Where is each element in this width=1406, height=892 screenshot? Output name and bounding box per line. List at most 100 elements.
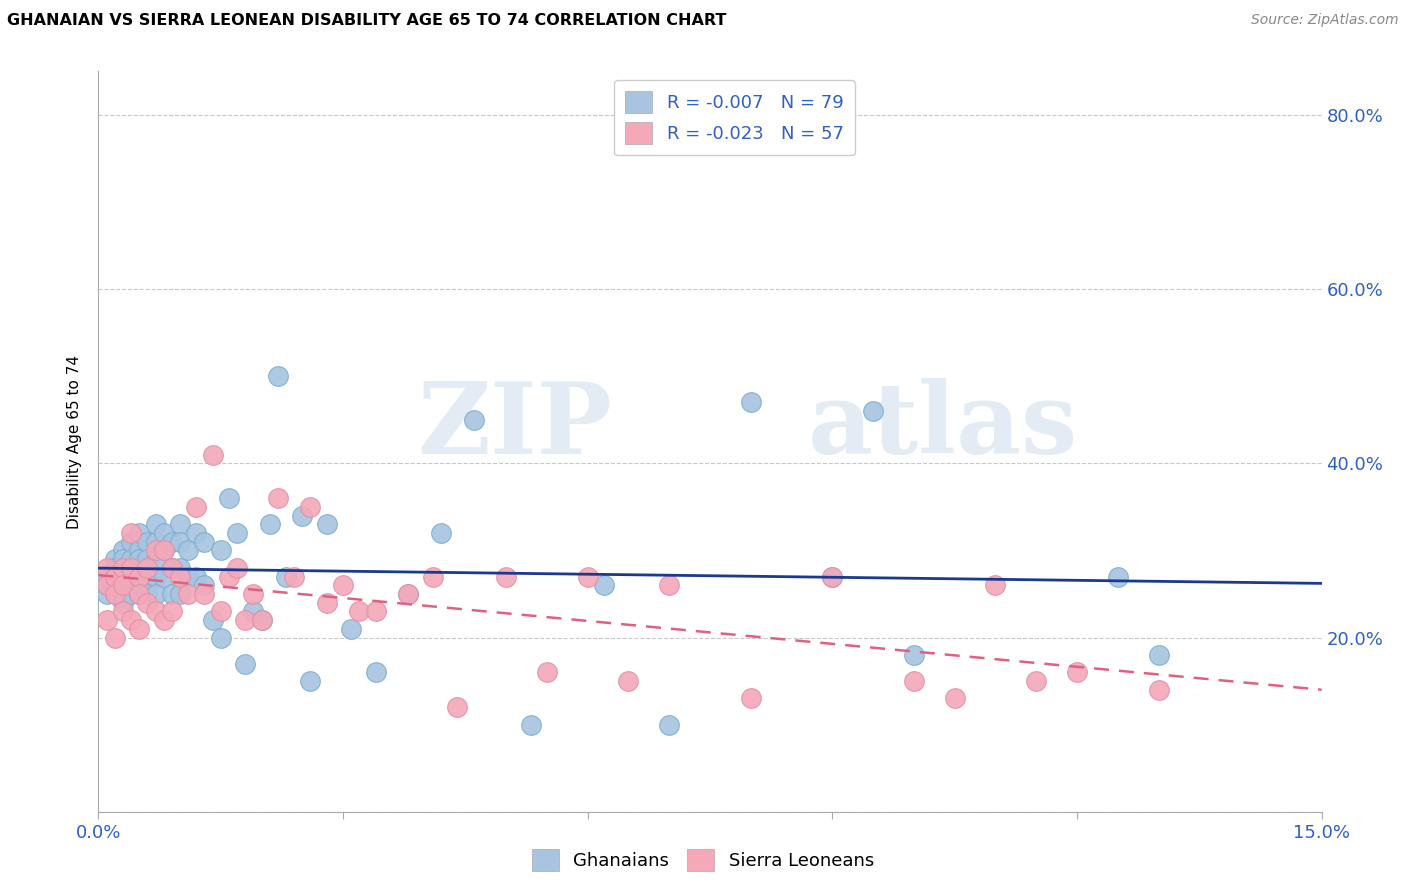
- Point: [903, 674, 925, 689]
- Point: [96, 587, 118, 601]
- Point: [120, 534, 142, 549]
- Point: [96, 578, 118, 592]
- Point: [349, 604, 371, 618]
- Point: [104, 587, 127, 601]
- Point: [160, 534, 183, 549]
- Point: [128, 569, 150, 583]
- Point: [463, 413, 485, 427]
- Point: [495, 569, 517, 583]
- Point: [267, 491, 290, 505]
- Point: [152, 543, 174, 558]
- Point: [177, 587, 200, 601]
- Point: [593, 578, 616, 592]
- Point: [1147, 682, 1170, 697]
- Point: [430, 526, 453, 541]
- Point: [111, 578, 134, 592]
- Point: [160, 561, 183, 575]
- Point: [332, 578, 354, 592]
- Point: [209, 543, 232, 558]
- Point: [152, 526, 174, 541]
- Point: [152, 569, 174, 583]
- Point: [96, 613, 118, 627]
- Point: [128, 569, 150, 583]
- Point: [128, 543, 150, 558]
- Point: [186, 526, 208, 541]
- Text: ZIP: ZIP: [418, 378, 612, 475]
- Point: [169, 534, 191, 549]
- Point: [136, 587, 159, 601]
- Point: [136, 534, 159, 549]
- Point: [274, 569, 297, 583]
- Point: [218, 569, 240, 583]
- Point: [111, 569, 134, 583]
- Point: [128, 578, 150, 592]
- Point: [145, 517, 167, 532]
- Point: [186, 569, 208, 583]
- Point: [111, 543, 134, 558]
- Point: [128, 587, 150, 601]
- Legend: Ghanaians, Sierra Leoneans: Ghanaians, Sierra Leoneans: [524, 842, 882, 879]
- Point: [1025, 674, 1047, 689]
- Point: [160, 604, 183, 618]
- Point: [177, 543, 200, 558]
- Point: [111, 561, 134, 575]
- Point: [111, 596, 134, 610]
- Point: [136, 569, 159, 583]
- Point: [96, 578, 118, 592]
- Point: [120, 561, 142, 575]
- Point: [128, 552, 150, 566]
- Point: [145, 604, 167, 618]
- Point: [145, 587, 167, 601]
- Point: [120, 569, 142, 583]
- Point: [617, 674, 640, 689]
- Point: [233, 613, 256, 627]
- Point: [364, 604, 387, 618]
- Point: [120, 613, 142, 627]
- Point: [250, 613, 273, 627]
- Point: [169, 517, 191, 532]
- Point: [1147, 648, 1170, 662]
- Point: [96, 561, 118, 575]
- Point: [136, 596, 159, 610]
- Point: [576, 569, 599, 583]
- Point: [267, 369, 290, 384]
- Point: [177, 569, 200, 583]
- Point: [136, 552, 159, 566]
- Point: [1066, 665, 1088, 680]
- Point: [299, 674, 322, 689]
- Point: [145, 543, 167, 558]
- Point: [104, 578, 127, 592]
- Point: [104, 552, 127, 566]
- Point: [120, 552, 142, 566]
- Point: [226, 561, 249, 575]
- Point: [128, 587, 150, 601]
- Point: [104, 631, 127, 645]
- Point: [169, 561, 191, 575]
- Point: [96, 569, 118, 583]
- Point: [821, 569, 844, 583]
- Point: [193, 587, 215, 601]
- Point: [446, 700, 468, 714]
- Point: [104, 587, 127, 601]
- Point: [104, 569, 127, 583]
- Point: [291, 508, 314, 523]
- Point: [536, 665, 558, 680]
- Point: [299, 500, 322, 514]
- Point: [821, 569, 844, 583]
- Point: [903, 648, 925, 662]
- Legend: R = -0.007   N = 79, R = -0.023   N = 57: R = -0.007 N = 79, R = -0.023 N = 57: [614, 80, 855, 155]
- Point: [128, 622, 150, 636]
- Point: [242, 604, 264, 618]
- Point: [120, 587, 142, 601]
- Point: [233, 657, 256, 671]
- Text: GHANAIAN VS SIERRA LEONEAN DISABILITY AGE 65 TO 74 CORRELATION CHART: GHANAIAN VS SIERRA LEONEAN DISABILITY AG…: [7, 13, 727, 29]
- Point: [111, 552, 134, 566]
- Point: [396, 587, 419, 601]
- Point: [104, 561, 127, 575]
- Point: [364, 665, 387, 680]
- Point: [152, 613, 174, 627]
- Point: [943, 691, 966, 706]
- Point: [242, 587, 264, 601]
- Point: [396, 587, 419, 601]
- Point: [740, 691, 762, 706]
